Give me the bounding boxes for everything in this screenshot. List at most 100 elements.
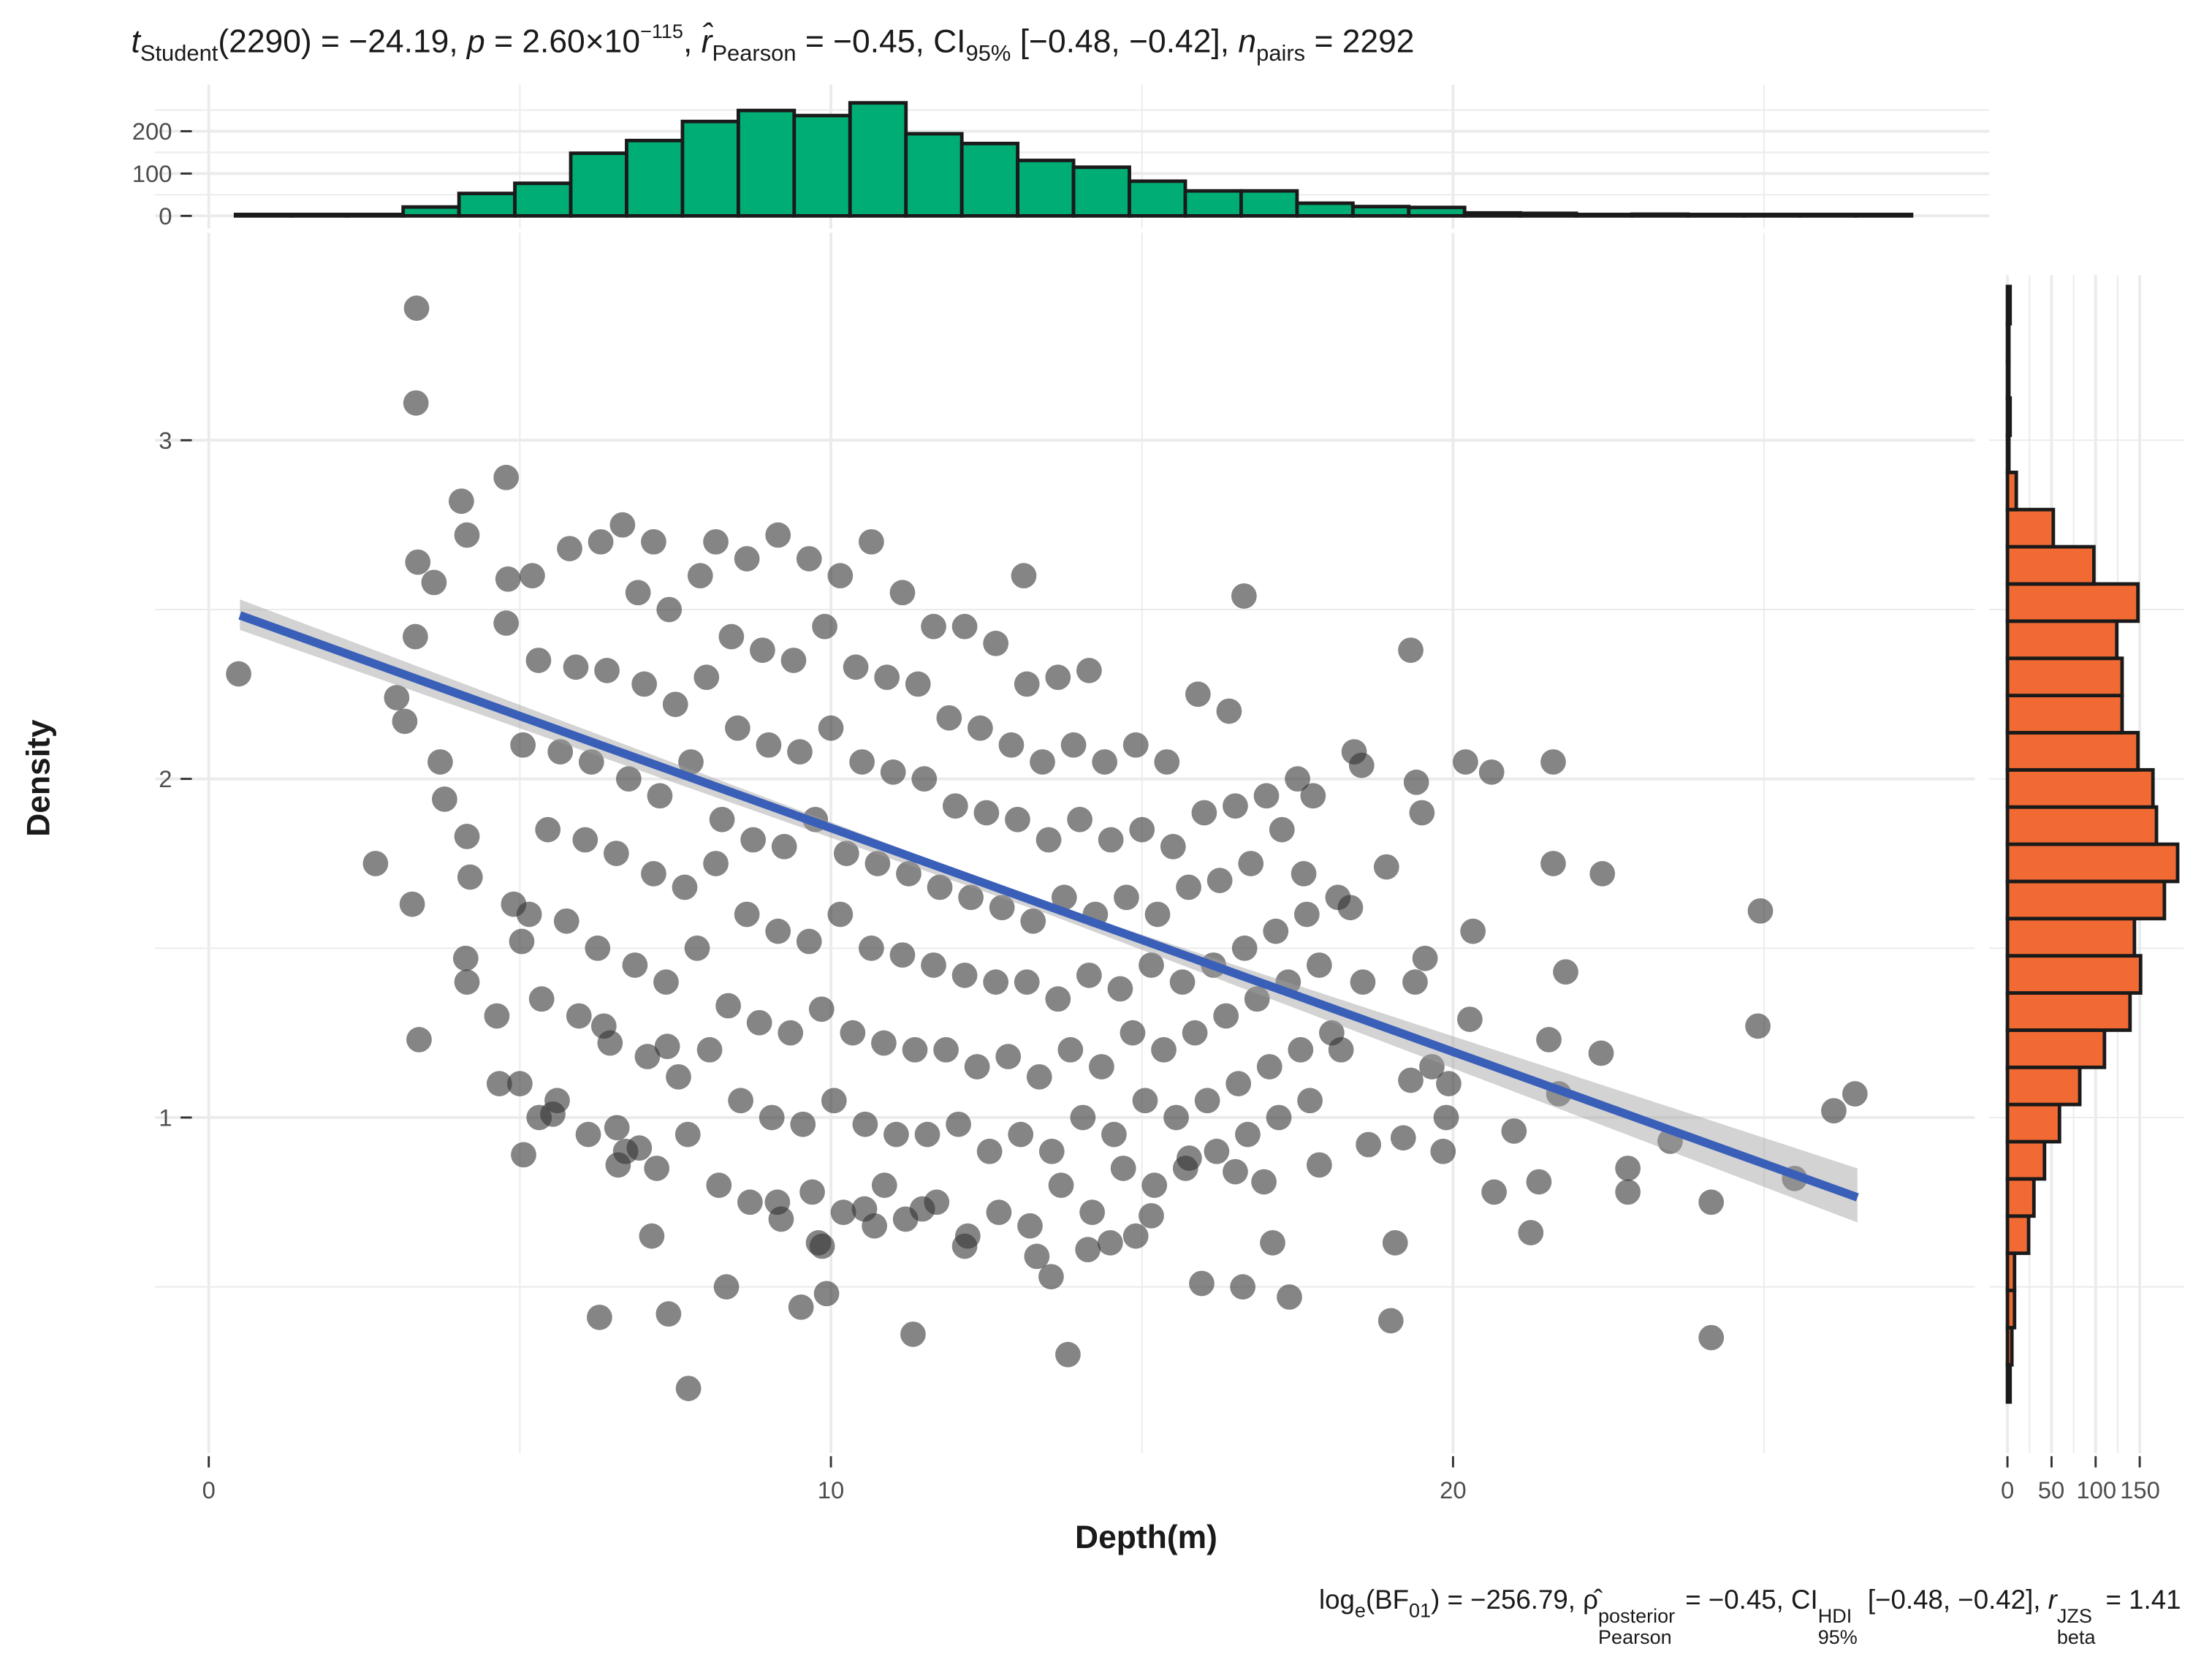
scatter-point [768, 1206, 794, 1232]
y-histogram-bar [2005, 842, 2180, 884]
scatter-point [958, 884, 984, 911]
scatter-point [889, 580, 916, 606]
scatter-point [1419, 1054, 1445, 1080]
scatter-point [678, 749, 704, 775]
scatter-point [1288, 1036, 1314, 1063]
scatter-point [1277, 1284, 1302, 1310]
y-histogram-bar [2005, 1325, 2014, 1367]
scatter-point [644, 1156, 670, 1181]
y-histogram-bar [2005, 619, 2119, 661]
scatter-point [734, 546, 760, 572]
scatter-point [1501, 1118, 1527, 1144]
rho-superscript: posterior [1598, 1604, 1676, 1627]
scatter-point [1382, 1230, 1408, 1256]
t-value: (2290) = −24.19, [218, 22, 468, 60]
y-histogram-bar [2005, 991, 2132, 1032]
scatter-point [830, 1199, 856, 1226]
rho-symbol: ρ̂ [1583, 1585, 1599, 1616]
scatter-point [1244, 986, 1270, 1012]
scatter-point [1120, 1020, 1146, 1046]
scatter-point [1194, 1088, 1220, 1114]
scatter-point [1253, 783, 1280, 809]
scatter-point [1070, 1104, 1096, 1131]
scatter-point [780, 648, 807, 673]
scatter-point [1189, 1270, 1215, 1297]
x-histogram-bar [1519, 211, 1578, 218]
scatter-point [528, 986, 555, 1012]
scatter-point [713, 1274, 740, 1300]
scatter-point [1122, 732, 1149, 758]
scatter-point [862, 1213, 888, 1239]
p-value: = 2.60×10 [484, 22, 641, 60]
scatter-point [1307, 952, 1332, 978]
scatter-point [672, 874, 698, 900]
scatter-point [603, 841, 629, 866]
scatter-point [588, 528, 614, 555]
scatter-point [520, 563, 545, 589]
y-histogram-bar [2005, 582, 2140, 623]
scatter-point [1076, 962, 1102, 988]
scatter-point [362, 851, 389, 876]
scatter-point [1536, 1027, 1562, 1053]
scatter-point [734, 901, 760, 928]
scatter-point [746, 1009, 772, 1036]
scatter-point [1518, 1220, 1544, 1245]
scatter-point [1842, 1081, 1868, 1107]
scatter-point [750, 637, 775, 663]
scatter-point [1060, 732, 1087, 758]
scatter-point [1223, 1158, 1248, 1185]
scatter-point [1307, 1152, 1332, 1178]
scatter-point [1225, 1071, 1252, 1096]
scatter-point [653, 969, 679, 995]
scatter-point [889, 942, 916, 968]
scatter-point [641, 860, 666, 887]
scatter-point [788, 1294, 814, 1320]
scatter-point [392, 708, 418, 735]
scatter-point [687, 563, 713, 589]
scatter-point [1176, 874, 1201, 900]
scatter-point [1269, 816, 1295, 843]
scatter-point [516, 901, 542, 928]
scatter-point [1453, 749, 1478, 775]
scatter-point [765, 918, 791, 944]
scatter-point [1213, 1003, 1239, 1029]
scatter-point [1821, 1098, 1847, 1124]
scatter-point [510, 732, 536, 758]
scatter-point [1390, 1125, 1416, 1151]
y-marginal-histogram [2005, 284, 2180, 1404]
rho-value: = −0.45, CI [1678, 1585, 1818, 1616]
scatter-point [843, 654, 869, 680]
log-subscript: e [1354, 1598, 1366, 1622]
ci-value: [−0.48, −0.42], [1860, 1585, 2048, 1616]
scatter-point [1169, 969, 1196, 995]
x-hist-count-tick: 100 [132, 160, 172, 187]
scatter-point [942, 793, 968, 819]
scatter-point [715, 993, 741, 1019]
scatter-point [654, 1033, 680, 1060]
scatter-point [457, 864, 483, 890]
scatter-point [1122, 1223, 1149, 1249]
scatter-point [1526, 1169, 1552, 1195]
x-axis-title: Depth(m) [1075, 1518, 1217, 1555]
scatter-point [1291, 860, 1317, 887]
scatter-point [1745, 1013, 1771, 1039]
scatter-point [880, 759, 906, 785]
r-value: = 1.41 [2098, 1585, 2181, 1616]
p-exponent: −115 [640, 20, 683, 42]
x-histogram-bar [401, 205, 461, 218]
x-histogram-bar [1350, 205, 1411, 218]
x-hist-count-tick: 0 [159, 202, 172, 230]
x-histogram-bar [1295, 201, 1355, 218]
scatter-point [1038, 1138, 1065, 1164]
scatter-point [1172, 1156, 1198, 1181]
scatter-point [675, 1376, 702, 1401]
scatter-point [927, 874, 953, 900]
y-hist-count-tick: 50 [2038, 1476, 2064, 1503]
scatter-point [818, 715, 844, 741]
scatter-point [1024, 1243, 1050, 1270]
r-superscript: JZS [2056, 1604, 2092, 1627]
scatter-point [509, 928, 535, 955]
scatter-point [765, 522, 791, 548]
scatter-point [662, 691, 688, 718]
scatter-point [597, 1030, 623, 1056]
